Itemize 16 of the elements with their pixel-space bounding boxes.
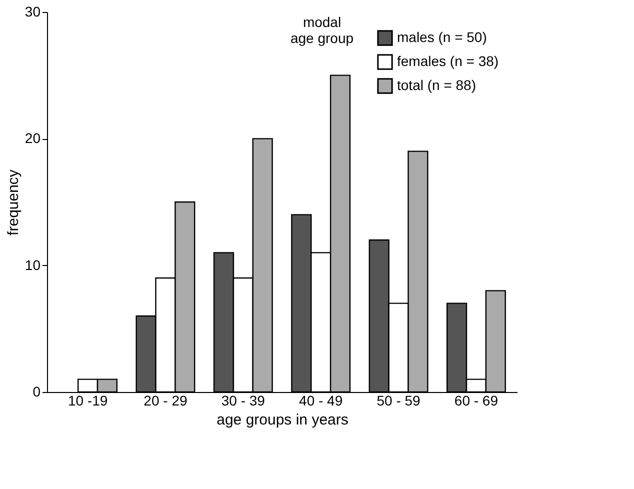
x-tick-label: 10 -19 (68, 392, 108, 408)
y-tick-label: 0 (32, 384, 41, 400)
y-axis-title: frequency (4, 169, 22, 236)
legend-label: total (n = 88) (397, 77, 476, 93)
x-tick-label: 60 - 69 (454, 392, 498, 408)
x-tick-label: 50 - 59 (376, 392, 421, 408)
legend-label: females (n = 38) (397, 53, 499, 69)
y-tick-label: 20 (24, 130, 41, 146)
annotation: modal age group (290, 14, 354, 46)
y-tick-label: 10 (24, 256, 41, 273)
x-axis-title: age groups in years (216, 412, 348, 428)
x-tick-label: 20 - 29 (144, 392, 188, 408)
y-tick-label: 30 (24, 4, 41, 20)
legend-label: males (n = 50) (397, 29, 487, 45)
x-tick-label: 30 - 39 (221, 392, 266, 408)
x-tick-label: 40 - 49 (299, 392, 343, 408)
